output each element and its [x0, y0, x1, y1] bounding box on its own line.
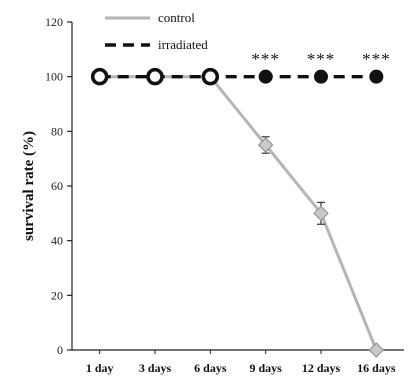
data-point: [313, 205, 329, 222]
y-tick-label: 80: [51, 124, 63, 138]
data-point: [257, 137, 274, 153]
data-point: [258, 69, 273, 84]
x-tick-label: 16 days: [357, 361, 396, 375]
data-point: [90, 67, 109, 86]
significance-annotations: *** *** ***: [251, 50, 391, 69]
series-irradiated: [90, 67, 384, 86]
y-tick-label: 20: [51, 288, 63, 302]
legend: control irradiated: [105, 10, 208, 52]
x-tick-label: 6 days: [194, 361, 227, 375]
y-tick-label: 40: [51, 234, 63, 248]
data-point: [368, 342, 385, 358]
x-tick-label: 3 days: [139, 361, 172, 375]
data-point: [369, 69, 384, 84]
series-line: [99, 75, 378, 351]
y-tick-label: 120: [45, 15, 63, 29]
y-tick-label: 0: [57, 343, 63, 357]
y-axis-title: survival rate (%): [21, 131, 37, 241]
data-point: [314, 69, 328, 84]
legend-label-irradiated: irradiated: [158, 37, 208, 52]
axes: 0 20 40 60 80 100 120 1 day 3 days 6 days 9 days 12…: [21, 15, 404, 375]
significance-stars: ***: [251, 50, 280, 69]
legend-label-control: control: [158, 10, 195, 25]
series-control: [99, 75, 385, 358]
y-tick-label: 60: [51, 179, 63, 193]
significance-stars: ***: [307, 50, 336, 69]
data-point: [201, 67, 220, 86]
x-tick-label: 12 days: [302, 361, 341, 375]
x-tick-label: 9 days: [249, 361, 282, 375]
x-tick-label: 1 day: [86, 361, 114, 375]
data-point: [146, 67, 164, 86]
significance-stars: ***: [362, 50, 391, 69]
y-tick-label: 100: [45, 70, 63, 84]
